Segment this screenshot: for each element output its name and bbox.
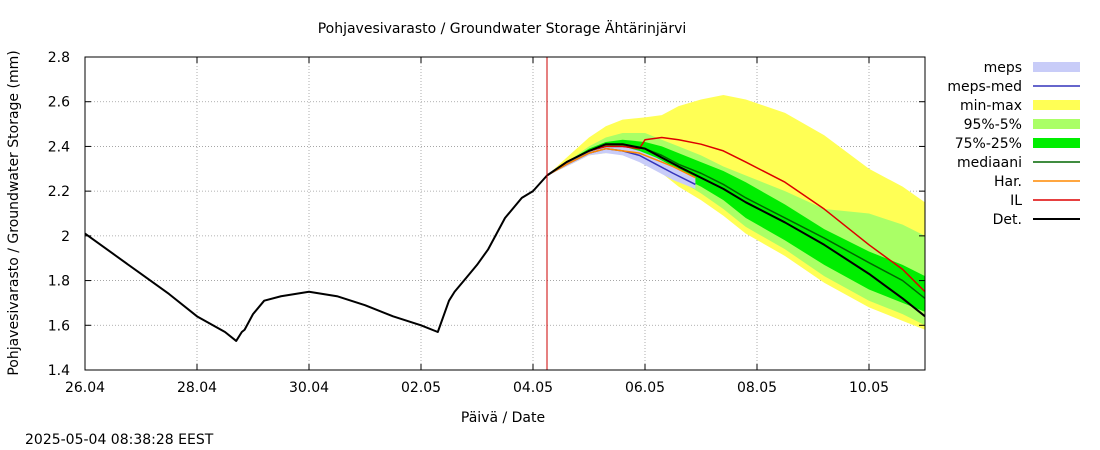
- series-line-har: [546, 147, 696, 179]
- legend-label: min-max: [960, 98, 1022, 114]
- y-tick-label: 1.6: [48, 318, 70, 334]
- x-tick-label: 10.05: [849, 380, 889, 396]
- legend-swatch: [1033, 138, 1080, 148]
- legend-item-det: Det.: [993, 212, 1080, 228]
- x-tick-label: 28.04: [177, 380, 217, 396]
- x-tick-label: 30.04: [289, 380, 329, 396]
- axis-ticks: 26.04 28.04 30.04 02.05 04.05 06.05 08.05 10.05…: [48, 50, 925, 396]
- legend-swatch: [1033, 62, 1080, 72]
- legend-swatch: [1033, 119, 1080, 129]
- legend-label: Har.: [994, 174, 1022, 190]
- legend-item-har: Har.: [994, 174, 1080, 190]
- legend-label: mediaani: [957, 155, 1022, 171]
- series-lines: [84, 136, 926, 342]
- x-tick-label: 06.05: [625, 380, 665, 396]
- legend-label: meps-med: [947, 79, 1022, 95]
- legend-item-75-25: 75%-25%: [955, 136, 1080, 152]
- x-tick-label: 04.05: [513, 380, 553, 396]
- x-axis-label: Päivä / Date: [461, 410, 545, 426]
- legend-item-mediaani: mediaani: [957, 155, 1080, 171]
- x-tick-label: 02.05: [401, 380, 441, 396]
- legend-label: IL: [1010, 193, 1022, 209]
- band-95-5: [547, 133, 925, 326]
- x-tick-label: 08.05: [737, 380, 777, 396]
- y-axis-label: Pohjavesivarasto / Groundwater Storage (…: [6, 50, 22, 375]
- legend-label: Det.: [993, 212, 1022, 228]
- band-75-25: [547, 139, 925, 312]
- legend-label: meps: [984, 60, 1022, 76]
- series-line-il: [546, 136, 926, 293]
- legend-label: 75%-25%: [955, 136, 1022, 152]
- series-line-det: [84, 143, 926, 342]
- timestamp-label: 2025-05-04 08:38:28 EEST: [25, 432, 214, 448]
- y-tick-label: 2.6: [48, 95, 70, 111]
- legend-swatch: [1033, 100, 1080, 110]
- legend-item-il: IL: [1010, 193, 1080, 209]
- legend-item-min-max: min-max: [960, 98, 1080, 114]
- legend-item-meps: meps: [984, 60, 1080, 76]
- y-tick-label: 2.2: [48, 184, 70, 200]
- legend: meps meps-med min-max 95%-5% 75%-25% mediaani…: [947, 60, 1080, 228]
- y-tick-label: 1.4: [48, 363, 70, 379]
- x-tick-label: 26.04: [65, 380, 105, 396]
- band-meps: [547, 146, 696, 189]
- y-tick-label: 2.8: [48, 50, 70, 66]
- legend-item-95-5: 95%-5%: [964, 117, 1080, 133]
- plot-frame: [84, 56, 926, 371]
- legend-label: 95%-5%: [964, 117, 1022, 133]
- y-tick-label: 2: [61, 229, 70, 245]
- y-tick-label: 1.8: [48, 274, 70, 290]
- legend-item-meps-med: meps-med: [947, 79, 1080, 95]
- chart-title: Pohjavesivarasto / Groundwater Storage Ä…: [318, 19, 687, 37]
- y-tick-label: 2.4: [48, 139, 70, 155]
